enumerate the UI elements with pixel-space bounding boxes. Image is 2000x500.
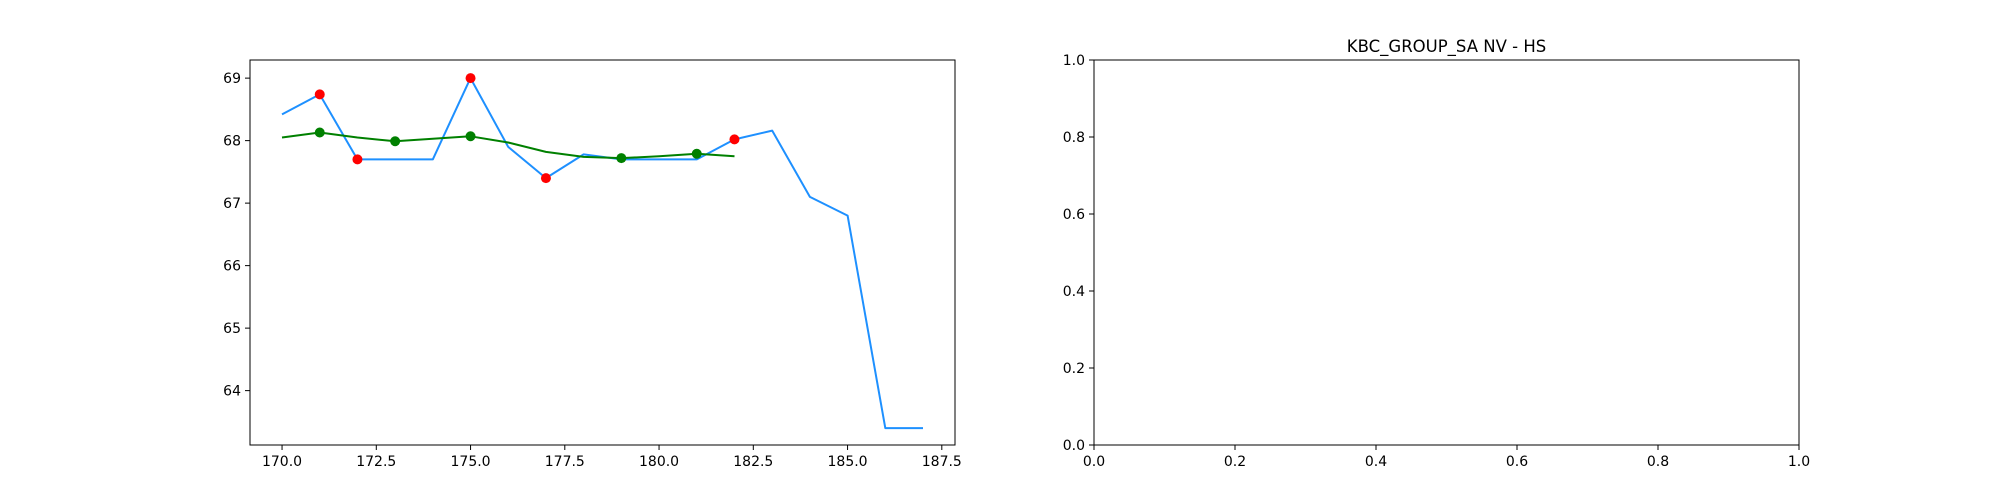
y-tick-label: 64	[223, 384, 241, 400]
left-chart-marks	[281, 73, 923, 430]
green-marker	[616, 153, 627, 164]
y-tick-label: 65	[223, 321, 241, 337]
y-tick-label: 68	[223, 134, 241, 150]
y-tick-label: 0.8	[1063, 130, 1085, 146]
x-tick-label: 187.5	[922, 454, 962, 470]
red-marker	[540, 173, 551, 184]
green-marker	[691, 148, 702, 159]
red-marker	[352, 154, 363, 165]
left-chart-x-axis: 170.0 172.5 175.0 177.5 180.0 182.5 185.0 187.5	[262, 445, 962, 470]
left-chart-y-axis: 64 65 66 67 68 69	[223, 71, 250, 400]
y-tick-label: 0.4	[1063, 284, 1085, 300]
right-chart-frame	[1093, 59, 1800, 446]
x-tick-label: 185.0	[828, 454, 868, 470]
x-tick-label: 180.0	[639, 454, 679, 470]
x-tick-label: 177.5	[545, 454, 585, 470]
y-tick-label: 0.0	[1063, 438, 1085, 454]
right-chart-y-axis: 0.0 0.2 0.4 0.6 0.8 1.0	[1063, 53, 1094, 454]
green-marker	[390, 136, 401, 147]
green-marker	[465, 131, 476, 142]
x-tick-label: 0.2	[1224, 454, 1246, 470]
y-tick-label: 0.2	[1063, 361, 1085, 377]
x-tick-label: 175.0	[451, 454, 491, 470]
x-tick-label: 0.6	[1506, 454, 1528, 470]
y-tick-label: 67	[223, 196, 241, 212]
green-marker	[314, 127, 325, 138]
y-tick-label: 69	[223, 71, 241, 87]
x-tick-label: 0.4	[1365, 454, 1387, 470]
y-tick-label: 1.0	[1063, 53, 1085, 69]
y-tick-label: 66	[223, 259, 241, 275]
red-marker	[465, 73, 476, 84]
left-chart: 170.0 172.5 175.0 177.5 180.0 182.5 185.0 187.5…	[223, 59, 962, 470]
right-chart: KBC_GROUP_SA NV - HS 0.0 0.2 0.4 0.6 0.8 1.0 …	[1063, 37, 1810, 470]
left-chart-frame	[249, 59, 956, 446]
x-tick-label: 182.5	[733, 454, 773, 470]
x-tick-label: 1.0	[1788, 454, 1810, 470]
red-marker	[314, 89, 325, 100]
right-chart-x-axis: 0.0 0.2 0.4 0.6 0.8 1.0	[1083, 445, 1810, 470]
red-marker	[729, 134, 740, 145]
x-tick-label: 0.0	[1083, 454, 1105, 470]
y-tick-label: 0.6	[1063, 207, 1085, 223]
x-tick-label: 170.0	[262, 454, 302, 470]
x-tick-label: 0.8	[1647, 454, 1669, 470]
moving-average-line	[281, 131, 735, 160]
x-tick-label: 172.5	[356, 454, 396, 470]
right-chart-title: KBC_GROUP_SA NV - HS	[1347, 37, 1546, 57]
